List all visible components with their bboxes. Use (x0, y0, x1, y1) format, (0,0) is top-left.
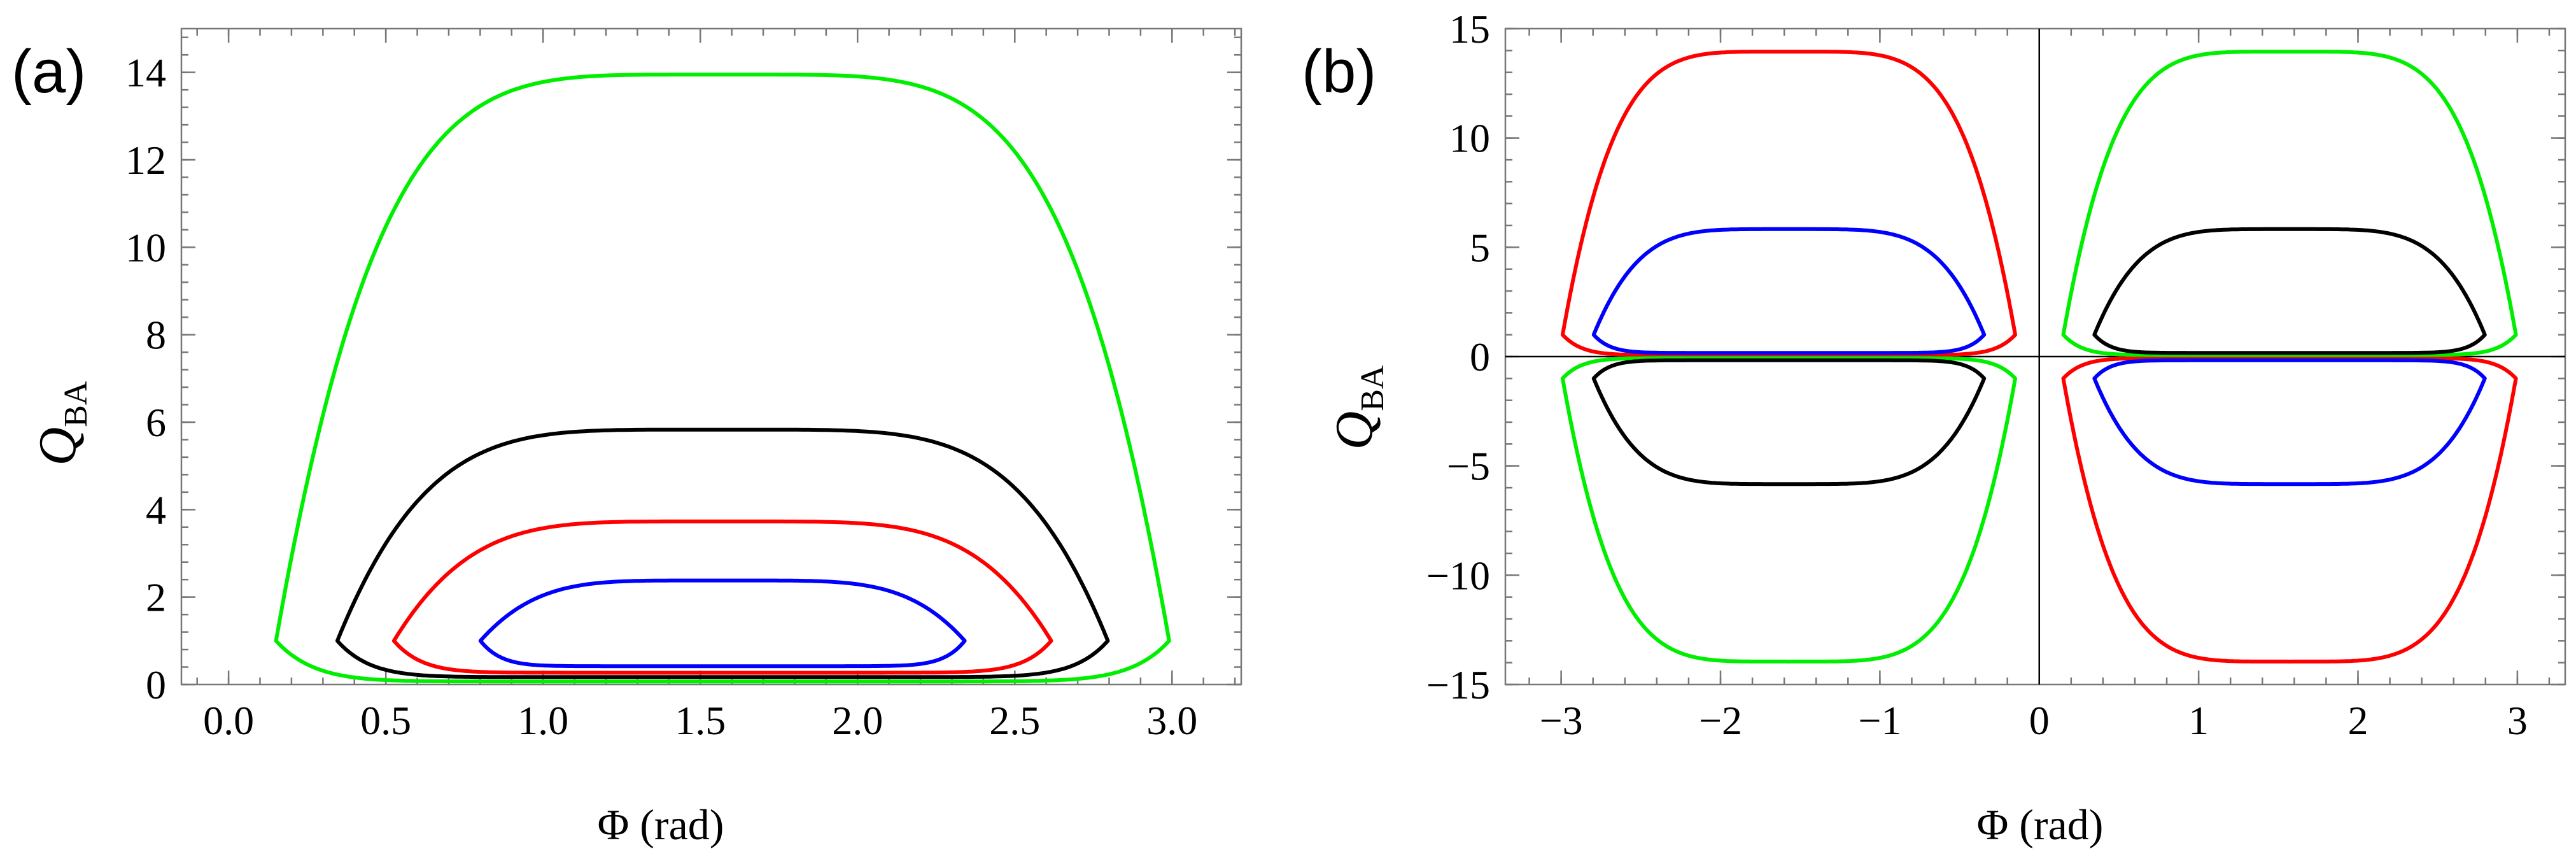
panel-b-x-tick-label: −2 (1699, 698, 1742, 743)
panel-b-y-axis-label-sub: BA (1355, 365, 1391, 411)
panel-b-y-tick-label: 5 (1470, 225, 1490, 270)
panel-b-y-axis-label: QBA (1325, 365, 1391, 450)
panel-a-x-tick-label: 0.5 (360, 698, 411, 743)
panel-a-y-tick-label: 8 (146, 313, 166, 358)
panel-b-x-axis-label: Φ (rad) (1977, 800, 2104, 849)
svg-text:QBA: QBA (1325, 365, 1391, 450)
panel-b-x-tick-label: 3 (2507, 698, 2528, 743)
panel-a-x-tick-label: 0.0 (203, 698, 254, 743)
panel-b-y-tick-label: 15 (1449, 6, 1490, 52)
panel-b-x-tick-label: −1 (1858, 698, 1901, 743)
panel-a-y-axis-label-sub: BA (58, 381, 94, 427)
panel-a-plot-area: 0.0 0.5 1.0 1.5 2.0 2.5 3.0 0 2 4 6 8 10 12 14 (125, 27, 1242, 743)
panel-a-y-tick-label: 6 (146, 400, 166, 445)
panel-a-x-tick-label: 2.5 (989, 698, 1040, 743)
panel-a-y-tick-label: 0 (146, 662, 166, 707)
panel-b-y-axis-label-main: Q (1325, 411, 1384, 450)
panel-a-curve-black (335, 427, 1110, 679)
panel-a-x-tick-label: 2.0 (832, 698, 883, 743)
panel-a-curve-blue (478, 578, 967, 669)
panel-b-curve-blue (2092, 358, 2487, 486)
panel-b-curve-black (2092, 227, 2487, 355)
panel-b-y-tick-label: 0 (1470, 334, 1490, 380)
panel-a-y-tick-label: 10 (125, 225, 166, 270)
panel-a-curve-green (274, 73, 1171, 684)
panel-b-y-tick-label: −10 (1426, 553, 1490, 598)
panel-a-curve-red (391, 519, 1053, 675)
panel-b-y-tick-label: 10 (1449, 116, 1490, 161)
panel-a-x-axis-label: Φ (rad) (598, 800, 724, 849)
panel-a-y-tick-label: 12 (125, 138, 166, 183)
panel-a-x-tick-label: 1.5 (675, 698, 726, 743)
panel-b-curve-green (1560, 356, 2017, 664)
panel-b-x-tick-label: 2 (2348, 698, 2368, 743)
panel-a-y-tick-label: 14 (125, 50, 166, 96)
panel-b-x-tick-label: 1 (2188, 698, 2209, 743)
panel-a-frame (180, 27, 1242, 686)
panel-a-x-tick-label: 1.0 (517, 698, 568, 743)
panel-b-x-tick-label: 0 (2029, 698, 2050, 743)
panel-b-x-tick-label: −3 (1540, 698, 1583, 743)
panel-b-y-tick-label: −15 (1426, 662, 1490, 707)
panel-b-curve-red (1560, 50, 2017, 357)
svg-text:QBA: QBA (28, 381, 94, 465)
panel-a-y-tick-label: 2 (146, 575, 166, 620)
panel-b-curve-red (2061, 356, 2518, 664)
panel-b-label: (b) (1302, 38, 1376, 106)
panel-b-curve-green (2061, 50, 2518, 357)
panel-a-y-axis-label: QBA (28, 381, 94, 465)
panel-a: (a) QBA Φ (rad) 0.0 0.5 1.0 1.5 2.0 2.5 3.0 0 2 4… (11, 27, 1242, 849)
panel-a-y-tick-label: 4 (146, 487, 166, 532)
panel-b-curve-black (1591, 358, 1987, 486)
panel-a-y-axis-label-main: Q (28, 427, 87, 466)
panel-a-label: (a) (11, 38, 86, 106)
panel-b-y-tick-label: −5 (1447, 444, 1490, 489)
panel-b-curve-blue (1591, 227, 1987, 355)
panel-a-x-tick-label: 3.0 (1146, 698, 1197, 743)
